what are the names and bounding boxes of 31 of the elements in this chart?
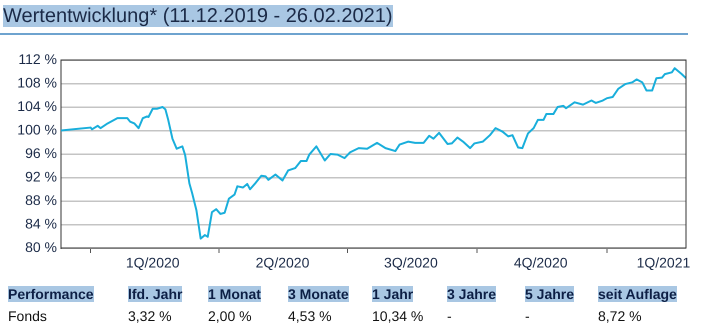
text: 8,72 % [598,308,642,324]
x-tick-label: 3Q/2020 [384,254,438,270]
chart-title: Wertentwicklung* (11.12.2019 - 26.02.2021) [3,5,393,27]
text: 3,32 % [128,308,172,324]
text: Fonds [8,308,47,324]
text: - [525,308,530,324]
text: Performance [8,286,94,302]
y-tick-label: 100 % [17,121,57,138]
text: lfd. Jahr [128,286,182,302]
text: seit Auflage [598,286,677,302]
y-tick-label: 112 % [18,50,57,67]
text: 1 Monat [208,286,261,302]
x-tick-label: 1Q/2021 [636,254,690,270]
y-tick-label: 104 % [17,98,57,114]
text: 2,00 % [208,308,252,324]
text: - [447,308,452,324]
x-tick-label: 1Q/2020 [126,254,180,270]
text: 4,53 % [288,308,332,324]
y-tick-label: 96 % [25,144,57,161]
text: 10,34 % [372,308,424,324]
text: 3 Jahre [447,286,496,302]
y-tick-label: 92 % [25,168,57,184]
y-tick-label: 88 % [25,192,57,208]
x-tick-label: 4Q/2020 [514,254,568,270]
x-tick-label: 2Q/2020 [256,254,310,270]
y-tick-label: 84 % [25,215,57,232]
text: 5 Jahre [525,286,574,302]
y-tick-label: 108 % [17,74,57,90]
text: 1 Jahr [372,286,414,302]
text: 3 Monate [288,286,349,302]
y-tick-label: 80 % [25,238,57,255]
